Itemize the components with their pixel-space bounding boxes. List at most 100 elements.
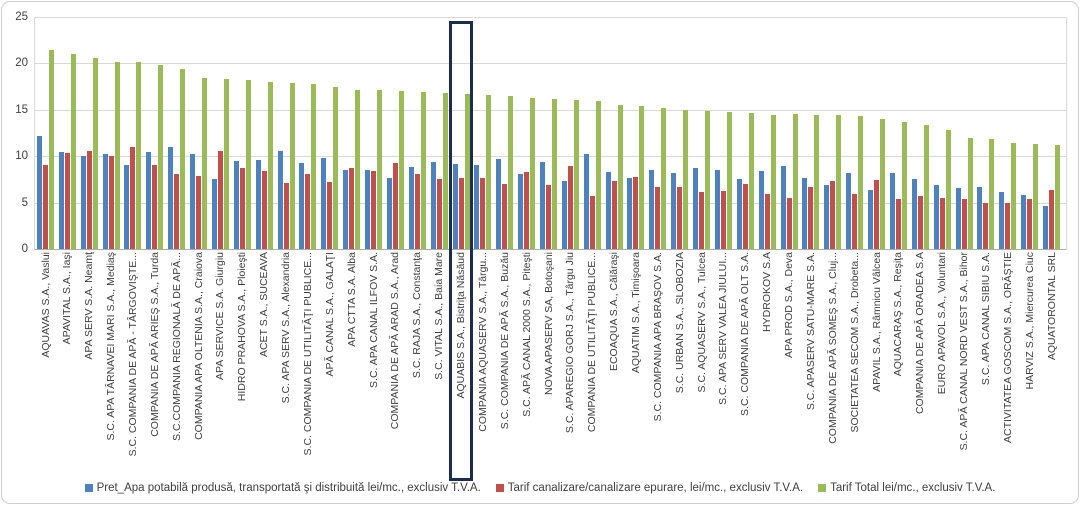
bar-apa-potabila xyxy=(1043,206,1049,249)
bar-canalizare xyxy=(874,180,880,249)
bar-group xyxy=(343,17,361,249)
bar-apa-potabila xyxy=(211,179,217,249)
x-axis-label: COMPANIA DE APĂ SOMEŞ S.A., Cluj... xyxy=(826,252,839,444)
bar-tarif-total xyxy=(726,111,732,249)
bar-group xyxy=(80,17,98,249)
gridline xyxy=(34,17,1066,18)
bar-tarif-total xyxy=(420,92,426,249)
x-axis-label: S.C. COMPANIA DE UTILITĂŢI PUBLICE... xyxy=(301,252,314,456)
x-axis-label: AQUATORONTAL SRL xyxy=(1045,252,1058,361)
bar-tarif-total xyxy=(901,121,907,249)
bar-apa-potabila xyxy=(868,189,874,249)
bar-canalizare xyxy=(43,165,48,249)
bar-apa-potabila xyxy=(977,186,983,249)
bar-tarif-total xyxy=(442,93,448,249)
x-axis-label: AQUATIM S.A., Timişoara xyxy=(629,252,642,374)
bar-tarif-total xyxy=(1011,143,1017,249)
bar-tarif-total xyxy=(792,114,798,249)
bar-tarif-total xyxy=(202,78,208,249)
x-axis-label: S.C. COMPANIA DE APĂ S.A., Buzău xyxy=(498,252,511,430)
x-axis-label: COMPANIA DE APĂ ARIEŞ S.A., Turda xyxy=(148,252,161,437)
x-axis-label: S.C. APĂ CANAL NORD VEST S.A., Bihor xyxy=(958,252,971,451)
bar-tarif-total xyxy=(158,65,164,249)
bar-group xyxy=(255,17,273,249)
legend: Pret_Apa potabilă produsă, transportată … xyxy=(0,482,1080,494)
bar-apa-potabila xyxy=(627,178,633,249)
x-axis-label: S.C. COMPANIA APA BRAŞOV S.A. xyxy=(651,252,664,422)
bar-apa-potabila xyxy=(605,171,611,249)
bar-tarif-total xyxy=(508,95,514,249)
bar-apa-potabila xyxy=(999,192,1005,249)
bar-canalizare xyxy=(283,183,289,249)
x-axis-label: APA SERV S.A. Neamţ xyxy=(83,252,96,360)
bar-apa-potabila xyxy=(540,161,545,249)
y-axis-tick-label: 0 xyxy=(21,243,28,255)
bar-tarif-total xyxy=(1033,144,1039,249)
bar-canalizare xyxy=(392,162,398,249)
bar-tarif-total xyxy=(770,115,776,249)
bar-group xyxy=(365,17,383,249)
bar-apa-potabila xyxy=(430,161,436,249)
bar-canalizare xyxy=(611,181,617,249)
x-axis-line xyxy=(34,249,1066,250)
bar-canalizare xyxy=(895,198,901,249)
x-axis-label: S.C. APA SERV S.A., Alexandria xyxy=(280,252,293,404)
bar-apa-potabila xyxy=(933,184,939,249)
bar-canalizare xyxy=(546,184,551,249)
bar-tarif-total xyxy=(552,98,557,249)
bar-apa-potabila xyxy=(299,162,305,249)
bar-tarif-total xyxy=(836,115,842,249)
bar-canalizare xyxy=(983,202,989,249)
bar-group xyxy=(649,17,667,249)
x-axis-label: S.C. APASERV SATU-MARE S.A. xyxy=(804,252,817,411)
bar-canalizare xyxy=(174,173,180,249)
x-axis-label: COMPANIA DE APĂ ORADEA S.A xyxy=(914,252,927,415)
bar-apa-potabila xyxy=(386,177,392,249)
bar-tarif-total xyxy=(880,119,886,249)
bar-apa-potabila xyxy=(496,158,502,249)
bar-tarif-total xyxy=(858,116,864,249)
bar-canalizare xyxy=(480,177,486,249)
bar-tarif-total xyxy=(136,62,142,249)
legend-item-2: Tarif Total lei/mc., exclusiv T.V.A. xyxy=(818,482,995,494)
bar-group xyxy=(408,17,426,249)
bar-canalizare xyxy=(152,165,158,249)
bar-canalizare xyxy=(939,197,945,249)
gridline xyxy=(34,63,1066,65)
bar-group xyxy=(693,17,711,249)
bar-group xyxy=(561,17,579,249)
bar-canalizare xyxy=(742,184,748,249)
bar-canalizare xyxy=(1027,198,1033,249)
x-axis-label: S.C. VITAL S.A., Baia Mare xyxy=(433,252,446,380)
bar-apa-potabila xyxy=(168,146,174,249)
x-axis-label: S.C. COMPANIA DE APĂ OLT S.A. xyxy=(739,252,752,416)
bar-apa-potabila xyxy=(146,151,152,249)
bar-tarif-total xyxy=(355,90,361,249)
bar-group xyxy=(474,17,492,249)
bar-tarif-total xyxy=(114,61,120,249)
bar-canalizare xyxy=(1049,189,1055,249)
bar-apa-potabila xyxy=(714,170,720,249)
x-axis-label: S.C. APĂ CANAL 2000 S.A., Piteşti xyxy=(520,252,533,417)
bar-canalizare xyxy=(589,196,595,249)
bar-apa-potabila xyxy=(518,173,524,249)
x-axis-label: S.C. APA CANAL ILFOV S.A. xyxy=(367,252,380,388)
bar-group xyxy=(955,17,973,249)
bar-apa-potabila xyxy=(583,154,589,249)
bar-tarif-total xyxy=(683,109,689,249)
bar-canalizare xyxy=(64,152,70,249)
bar-tarif-total xyxy=(333,86,339,249)
x-axis-label: APA PROD S.A., Deva xyxy=(783,252,796,359)
bar-tarif-total xyxy=(223,79,229,249)
x-axis-label: COMPANIA DE UTILITĂŢI PUBLICE... xyxy=(586,252,599,433)
bar-group xyxy=(583,17,601,249)
y-axis-tick-label: 10 xyxy=(15,150,28,163)
bar-tarif-total xyxy=(661,107,667,249)
bar-apa-potabila xyxy=(1021,195,1027,249)
bar-apa-potabila xyxy=(846,172,852,249)
x-axis-label: S.C. RAJA S.A., Constanţa xyxy=(411,252,424,379)
plot-edge xyxy=(34,17,35,250)
y-axis-tick-label: 25 xyxy=(15,11,28,23)
bar-canalizare xyxy=(1005,202,1011,249)
x-axis-label: COMPANIA DE APĂ ARAD S.A., Arad xyxy=(389,252,402,430)
